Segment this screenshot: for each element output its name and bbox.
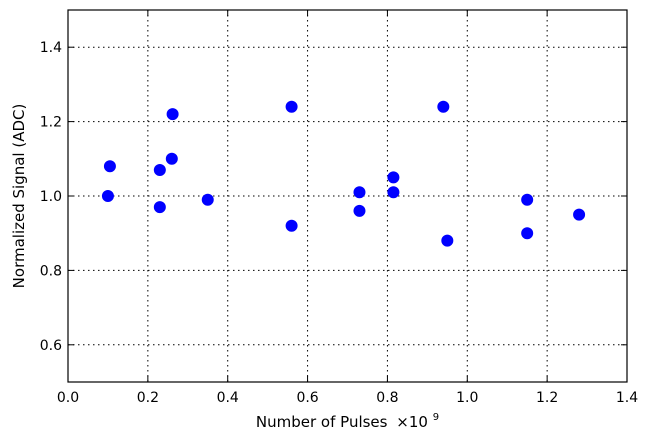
data-point <box>573 208 586 221</box>
x-axis-label-exponent: 9 <box>433 412 439 423</box>
y-axis-label: Normalized Signal (ADC) <box>10 104 28 289</box>
data-point <box>387 186 400 199</box>
grid <box>67 10 628 382</box>
data-point <box>201 193 214 206</box>
data-point <box>166 108 179 121</box>
x-tick-label: 0.8 <box>376 390 398 406</box>
x-tick-label: 1.4 <box>616 390 638 406</box>
data-point <box>165 152 178 165</box>
data-point <box>521 193 534 206</box>
x-tick-label: 0.6 <box>296 390 318 406</box>
data-point <box>387 171 400 184</box>
data-point <box>153 201 166 214</box>
x-tick-label: 0.4 <box>217 390 239 406</box>
x-axis-label-text: Number of Pulses <box>256 413 388 431</box>
x-tick-label: 0.2 <box>137 390 159 406</box>
data-points <box>101 100 586 247</box>
y-tick-label: 0.6 <box>40 338 62 354</box>
data-point <box>285 219 298 232</box>
data-point <box>353 186 366 199</box>
y-tick-label: 1.4 <box>40 40 62 56</box>
data-point <box>441 234 454 247</box>
data-point <box>103 160 116 173</box>
data-point <box>101 190 114 202</box>
data-point <box>521 227 534 240</box>
y-tick-label: 1.2 <box>40 115 62 131</box>
x-axis-label-multiplier: ×10 <box>396 413 428 431</box>
x-tick-label: 0.0 <box>57 390 79 406</box>
data-point <box>437 100 450 113</box>
x-tick-label: 1.2 <box>536 390 558 406</box>
axis-ticks: 0.0 0.2 0.4 0.6 0.8 1.0 1.2 1.4 0.6 0.8 1.0 1.2 1.4 <box>40 10 638 406</box>
data-point <box>285 100 298 113</box>
y-tick-label: 0.8 <box>40 263 62 279</box>
y-tick-label: 1.0 <box>40 189 62 205</box>
x-tick-label: 1.0 <box>456 390 478 406</box>
data-point <box>353 204 366 217</box>
x-axis-label: Number of Pulses ×10 9 <box>256 412 439 431</box>
data-point <box>153 163 166 176</box>
